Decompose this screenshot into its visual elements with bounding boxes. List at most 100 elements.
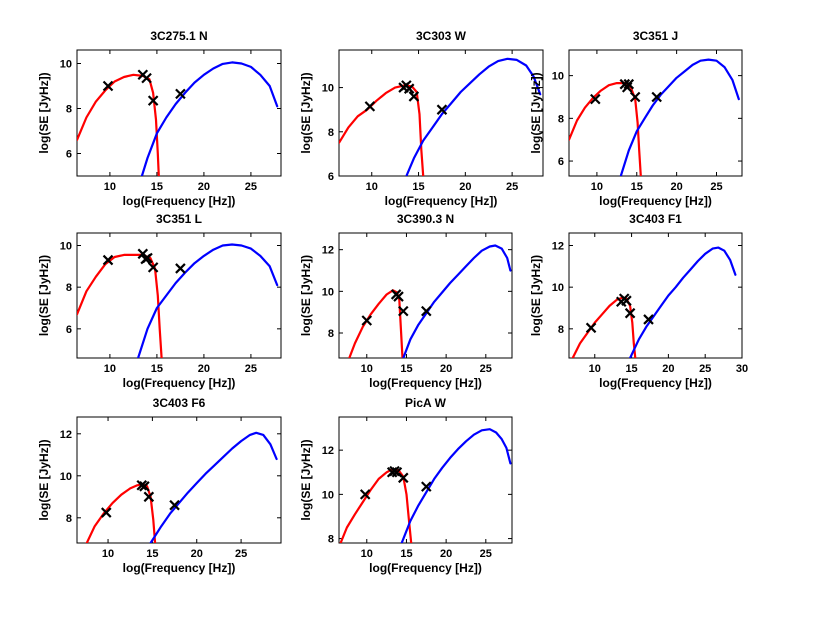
data-point-marker [629,91,641,103]
x-axis-label: log(Frequency [Hz]) [123,194,236,208]
data-point-marker [147,95,159,106]
x-tick-label: 20 [440,548,452,560]
y-tick-label: 8 [558,324,564,336]
x-tick-label: 10 [361,548,373,560]
x-tick-label: 10 [104,181,116,193]
y-tick-label: 8 [328,328,334,340]
subplot-title: 3C403 F6 [153,396,206,410]
synchrotron-curve [339,84,425,176]
x-tick-label: 25 [245,363,257,375]
data-point-marker [175,263,186,274]
x-tick-label: 25 [235,548,247,560]
subplot-panel: 10 15 20 25 30 8 10 12 3C403 F1 log(Frequency [Hz… [529,212,748,390]
x-axis-label: log(Frequency [Hz]) [123,561,236,575]
synchrotron-curve [348,289,404,358]
y-axis-label: log(SE [JyHz]) [37,255,51,336]
y-axis-label: log(SE [JyHz]) [299,255,313,336]
subplot-title: PicA W [405,396,447,410]
y-tick-label: 8 [66,282,72,294]
synchrotron-curve [77,73,160,176]
x-tick-label: 10 [591,181,603,193]
axes-box [76,232,282,359]
y-tick-label: 10 [60,471,72,483]
data-point-marker [651,91,662,103]
x-tick-label: 10 [366,181,378,193]
x-tick-label: 25 [699,363,711,375]
y-tick-label: 8 [66,104,72,116]
data-point-marker [436,104,448,115]
subplot-title: 3C275.1 N [150,29,207,43]
x-tick-label: 20 [459,181,471,193]
data-point-marker [398,472,409,484]
subplot-title: 3C403 F1 [629,212,682,226]
subplot-title: 3C351 L [156,212,202,226]
y-tick-label: 12 [322,445,334,457]
subplot-title: 3C303 W [416,29,467,43]
data-point-marker [623,78,635,90]
y-axis-label: log(SE [JyHz]) [529,255,543,336]
x-axis-label: log(Frequency [Hz]) [599,376,712,390]
y-tick-label: 10 [60,59,72,71]
data-point-marker [143,491,155,503]
x-tick-label: 25 [506,181,518,193]
y-tick-label: 12 [552,241,564,253]
data-point-marker [100,507,112,518]
data-point-marker [624,307,636,319]
subplot-panel: 10 15 20 25 6 8 10 3C303 W log(Frequency [Hz]) lo… [299,29,544,208]
data-point-marker [139,481,150,492]
data-point-marker [590,93,601,105]
x-tick-label: 15 [412,181,424,193]
subplot-panel: 10 15 20 25 8 10 12 3C403 F6 log(Frequency [Hz])… [37,396,282,575]
subplot-panel: 10 15 20 25 8 10 12 3C390.3 N log(Frequency [Hz]… [299,212,513,390]
data-point-marker [621,295,632,306]
x-tick-label: 15 [631,181,643,193]
subplot-panel: 10 15 20 25 6 8 10 3C275.1 N log(Frequency [Hz])… [37,29,282,208]
x-tick-label: 20 [198,363,210,375]
y-tick-label: 6 [66,149,72,161]
y-axis-label: log(SE [JyHz]) [299,439,313,520]
subplot-panel: 10 15 20 25 8 10 12 PicA W log(Frequency [Hz]) lo… [299,396,513,575]
x-tick-label: 25 [245,181,257,193]
y-tick-label: 8 [328,127,334,139]
subplot-title: 3C390.3 N [397,212,454,226]
inverse-compton-curve [402,244,512,358]
x-tick-label: 20 [440,363,452,375]
data-point-marker [169,499,180,511]
data-point-marker [136,479,148,491]
x-tick-label: 20 [191,548,203,560]
axes-box [338,49,544,177]
subplot-panel: 10 15 20 25 6 8 10 3C351 L log(Frequency [Hz]) lo… [37,212,282,390]
y-tick-label: 6 [558,156,564,168]
x-tick-label: 25 [480,548,492,560]
data-point-marker [393,291,404,302]
x-tick-label: 10 [102,548,114,560]
data-point-marker [141,72,152,84]
y-tick-label: 10 [322,286,334,298]
data-point-marker [102,254,114,266]
x-axis-label: log(Frequency [Hz]) [369,561,482,575]
data-point-marker [403,83,415,94]
x-axis-label: log(Frequency [Hz]) [385,194,498,208]
inverse-compton-curve [140,61,279,176]
x-tick-label: 10 [589,363,601,375]
y-tick-label: 10 [322,489,334,501]
axes-box [338,416,513,544]
x-axis-label: log(Frequency [Hz]) [123,376,236,390]
inverse-compton-curve [619,58,740,176]
data-point-marker [421,481,432,492]
data-point-marker [398,305,409,317]
x-tick-label: 15 [151,181,163,193]
x-tick-label: 15 [146,548,158,560]
axes-box [568,49,743,177]
x-tick-label: 10 [104,363,116,375]
y-tick-label: 8 [558,113,564,125]
y-tick-label: 10 [60,241,72,253]
y-tick-label: 12 [60,429,72,441]
y-tick-label: 10 [552,282,564,294]
data-point-marker [142,252,153,264]
x-tick-label: 10 [361,363,373,375]
data-point-marker [408,91,420,102]
y-axis-label: log(SE [JyHz]) [529,72,543,153]
inverse-compton-curve [137,243,279,358]
